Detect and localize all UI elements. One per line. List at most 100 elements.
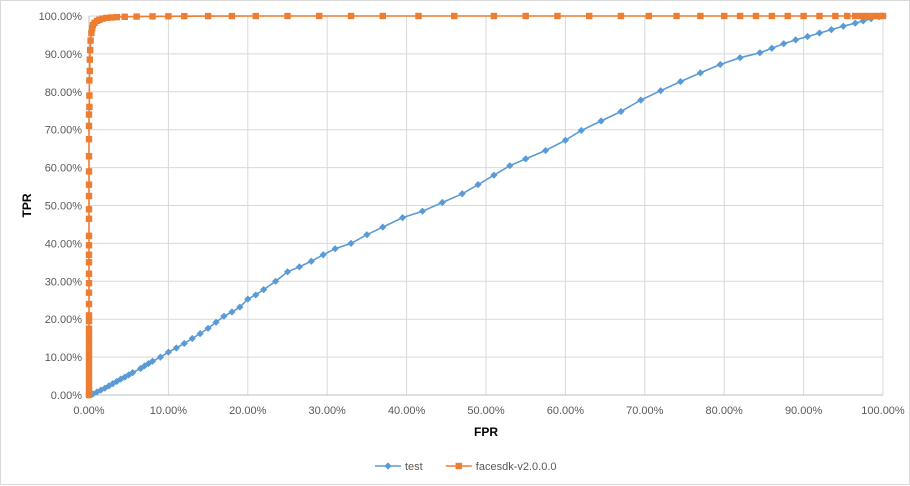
data-point bbox=[875, 12, 882, 20]
x-axis-title: FPR bbox=[474, 425, 498, 439]
y-tick-label: 60.00% bbox=[45, 163, 83, 175]
data-point bbox=[676, 77, 685, 86]
data-point bbox=[121, 373, 129, 381]
data-point bbox=[271, 277, 280, 285]
data-point bbox=[756, 49, 764, 57]
data-point bbox=[451, 12, 458, 20]
data-point bbox=[283, 268, 292, 276]
data-point bbox=[399, 214, 407, 222]
x-tick-label: 80.00% bbox=[706, 405, 744, 417]
y-tick-label: 20.00% bbox=[45, 314, 83, 326]
data-point bbox=[125, 371, 133, 379]
data-point bbox=[85, 279, 93, 287]
gridlines bbox=[88, 15, 884, 396]
data-point bbox=[85, 289, 93, 296]
data-point bbox=[196, 330, 204, 338]
data-point bbox=[637, 96, 645, 104]
data-point bbox=[379, 223, 387, 231]
data-point bbox=[780, 40, 788, 48]
x-tick-label: 0.00% bbox=[73, 405, 104, 417]
data-point bbox=[851, 19, 859, 27]
x-tick-label: 100.00% bbox=[861, 405, 905, 417]
data-point bbox=[149, 13, 156, 20]
data-point bbox=[85, 242, 93, 249]
data-point bbox=[852, 12, 859, 20]
legend-item-1: facesdk-v2.0.0.0 bbox=[445, 461, 557, 473]
data-point bbox=[85, 336, 93, 344]
data-point bbox=[85, 382, 93, 389]
data-point bbox=[85, 387, 93, 394]
data-point bbox=[212, 318, 220, 326]
data-point bbox=[85, 181, 93, 188]
data-point bbox=[490, 12, 498, 20]
data-point bbox=[85, 192, 93, 200]
data-point bbox=[85, 135, 93, 143]
data-point bbox=[85, 300, 93, 308]
x-tick-label: 60.00% bbox=[547, 405, 585, 417]
data-point bbox=[85, 331, 93, 338]
data-point bbox=[148, 357, 157, 365]
data-point bbox=[87, 37, 94, 44]
data-point bbox=[645, 12, 652, 20]
data-point bbox=[458, 190, 466, 198]
data-point bbox=[506, 162, 514, 170]
data-point bbox=[815, 29, 824, 37]
y-tick-label: 90.00% bbox=[45, 49, 83, 61]
data-point bbox=[858, 12, 865, 20]
data-point bbox=[784, 12, 791, 20]
data-point bbox=[554, 12, 561, 20]
data-point bbox=[438, 198, 446, 207]
data-point bbox=[363, 231, 371, 239]
x-tick-label: 50.00% bbox=[467, 405, 505, 417]
data-point bbox=[827, 26, 835, 34]
legend-item-0: test bbox=[375, 461, 423, 473]
data-point bbox=[768, 44, 776, 52]
data-point bbox=[85, 348, 93, 355]
data-point bbox=[561, 136, 569, 144]
legend-marker bbox=[455, 462, 462, 470]
data-point bbox=[415, 12, 422, 20]
data-point bbox=[85, 391, 93, 399]
data-point bbox=[85, 168, 93, 175]
data-point bbox=[117, 375, 125, 383]
data-point bbox=[86, 56, 93, 63]
data-point bbox=[522, 155, 530, 163]
data-point bbox=[284, 12, 291, 20]
data-point bbox=[85, 251, 93, 258]
data-point bbox=[86, 92, 93, 99]
data-point bbox=[617, 12, 625, 20]
data-point bbox=[181, 12, 188, 20]
legend: test facesdk-v2.0.0.0 bbox=[375, 461, 557, 473]
data-point bbox=[879, 12, 887, 20]
data-point bbox=[220, 312, 228, 320]
data-point bbox=[863, 12, 871, 20]
x-tick-label: 70.00% bbox=[626, 405, 664, 417]
data-point bbox=[85, 325, 93, 332]
data-point bbox=[85, 206, 93, 213]
x-tick-label: 10.00% bbox=[150, 405, 188, 417]
data-point bbox=[204, 12, 212, 20]
x-tick-label: 40.00% bbox=[388, 405, 426, 417]
data-point bbox=[85, 370, 93, 378]
data-point bbox=[180, 339, 188, 348]
data-point bbox=[768, 12, 776, 20]
series-0 bbox=[85, 12, 887, 399]
data-point bbox=[792, 36, 800, 44]
data-point bbox=[236, 303, 244, 311]
y-tick-label: 0.00% bbox=[51, 390, 82, 402]
x-tick-labels: 0.00% 10.00% 20.00% 30.00% 40.00% 50.00% 60.00… bbox=[73, 405, 905, 417]
data-point bbox=[541, 146, 550, 155]
data-point bbox=[137, 364, 145, 373]
data-point bbox=[816, 12, 823, 20]
data-point bbox=[85, 270, 93, 277]
data-point bbox=[85, 359, 93, 366]
data-point bbox=[85, 215, 93, 222]
y-tick-label: 30.00% bbox=[45, 276, 83, 288]
data-point bbox=[204, 324, 212, 332]
data-point bbox=[347, 12, 355, 20]
legend-label: facesdk-v2.0.0.0 bbox=[476, 461, 557, 473]
data-point bbox=[144, 359, 153, 368]
data-point bbox=[108, 14, 115, 21]
data-point bbox=[736, 54, 744, 62]
